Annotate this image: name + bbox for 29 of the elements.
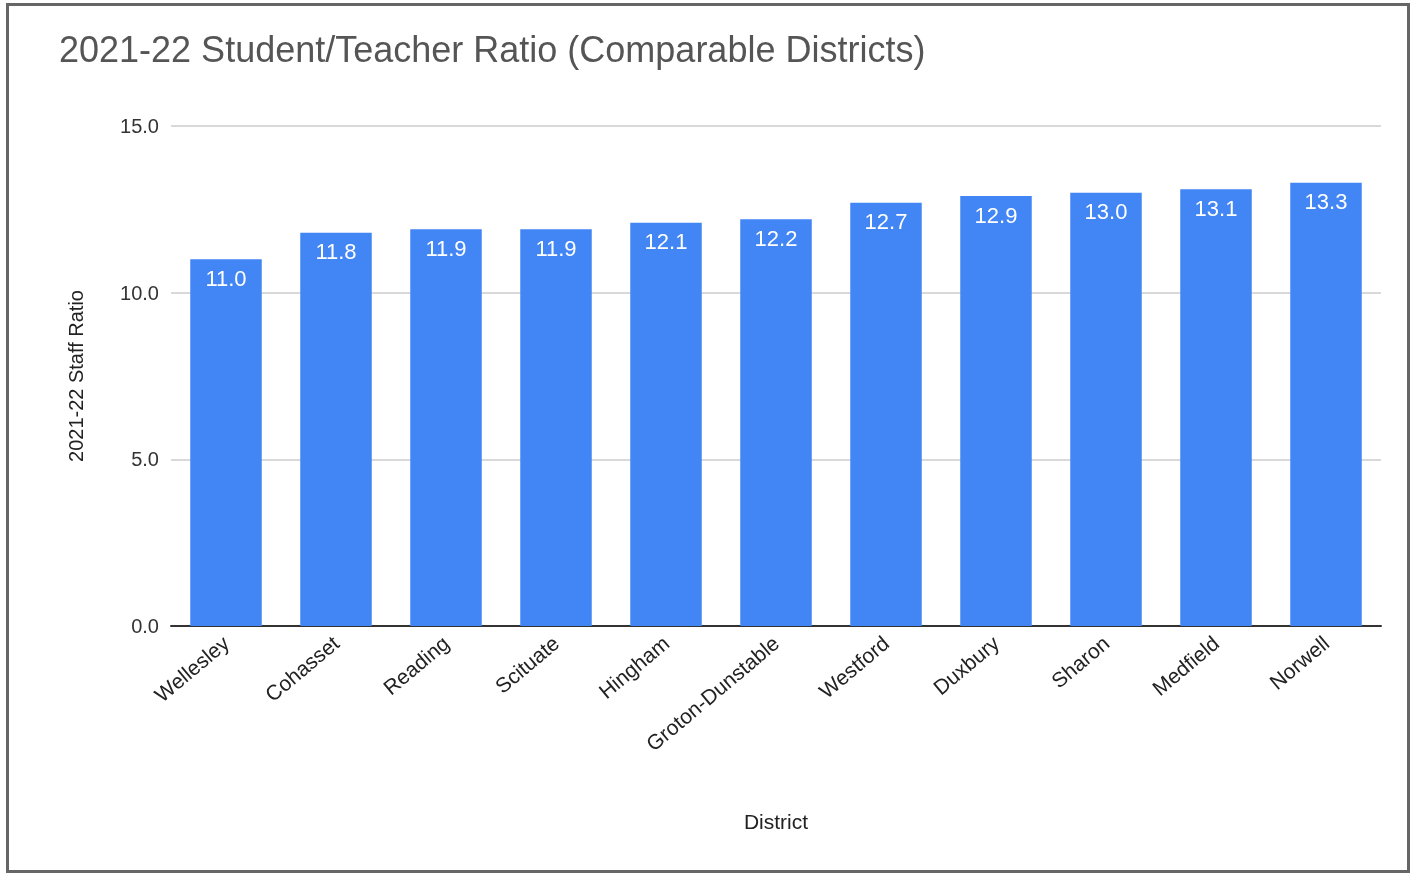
data-label: 13.3 — [1304, 189, 1348, 215]
bar — [1290, 182, 1362, 626]
data-label: 11.0 — [205, 265, 247, 291]
data-label: 12.9 — [974, 202, 1018, 228]
data-label: 12.2 — [754, 225, 798, 251]
y-tick-label: 0.0 — [131, 615, 159, 637]
y-tick-label: 10.0 — [120, 281, 159, 304]
data-label: 13.1 — [1194, 195, 1238, 221]
y-tick-label: 5.0 — [131, 448, 159, 471]
data-label: 11.9 — [535, 235, 577, 261]
x-axis-title: District — [743, 810, 809, 833]
bar — [630, 222, 702, 626]
bar — [740, 219, 812, 626]
bar — [850, 202, 922, 626]
y-tick-label: 15.0 — [120, 115, 159, 137]
chart-title: 2021-22 Student/Teacher Ratio (Comparable Districts) — [59, 28, 926, 70]
bar — [1180, 189, 1252, 626]
bar — [520, 229, 592, 626]
data-label: 13.0 — [1084, 199, 1128, 225]
bar — [1070, 192, 1142, 626]
bar — [300, 232, 372, 626]
data-label: 12.7 — [864, 209, 908, 235]
bar — [410, 229, 482, 626]
data-label: 11.9 — [425, 235, 467, 261]
bar — [190, 259, 262, 626]
y-axis-title: 2021-22 Staff Ratio — [65, 290, 87, 462]
data-label: 12.1 — [644, 229, 688, 255]
bar — [960, 196, 1032, 626]
data-label: 11.8 — [315, 239, 357, 265]
